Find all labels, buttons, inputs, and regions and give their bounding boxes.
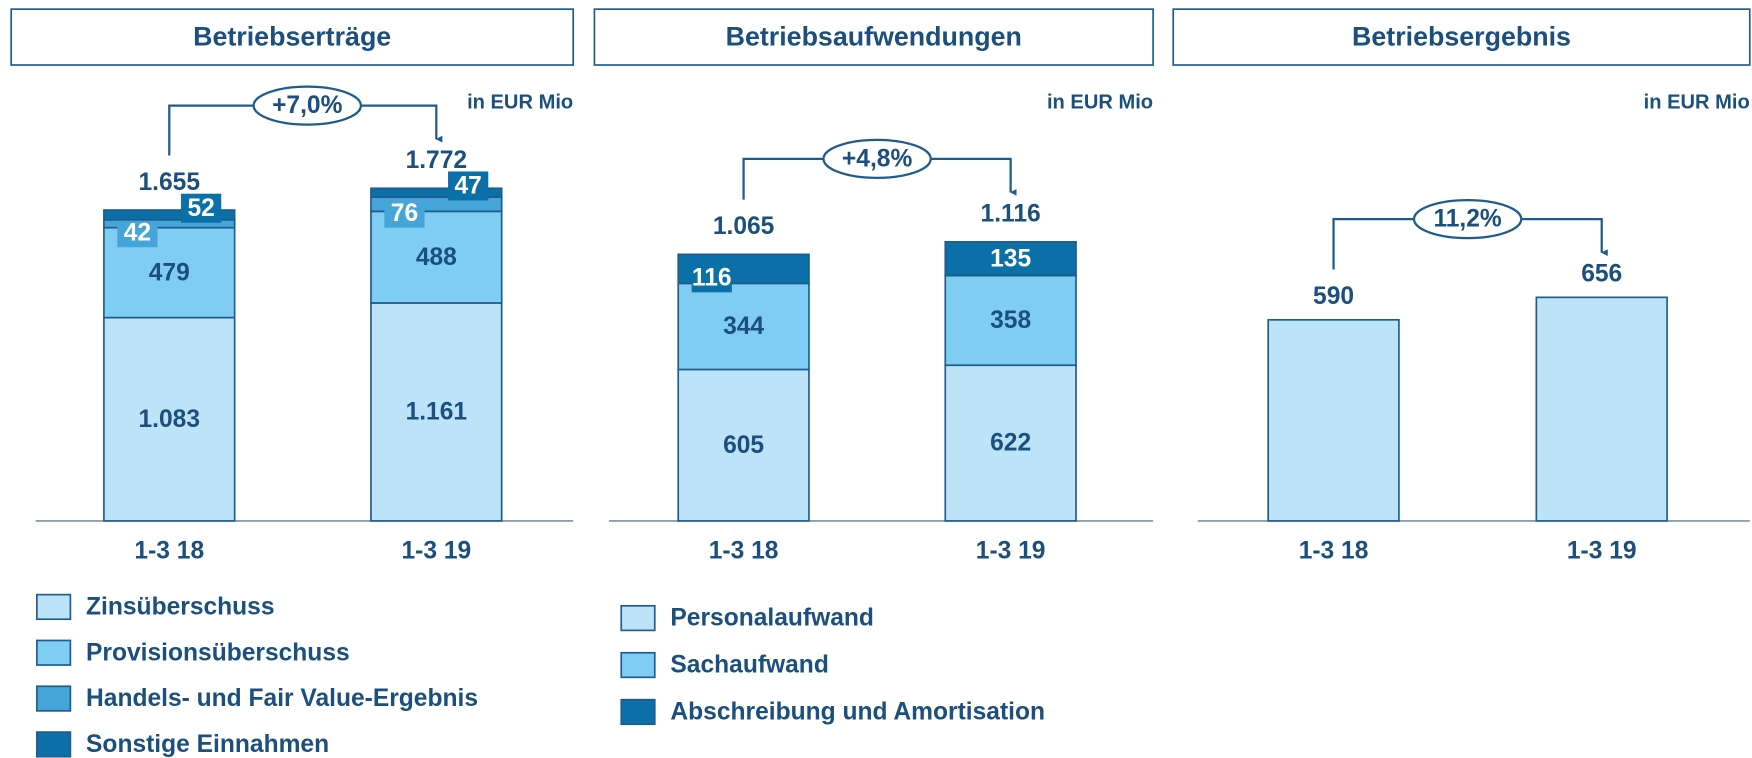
growth-badge [822,138,932,180]
bar-segment [370,302,503,522]
value-label: 344 [723,313,764,340]
value-label: 605 [723,432,764,459]
legend-label: Sonstige Einnahmen [86,731,329,758]
growth-label: +7,0% [272,92,343,119]
unit-label: in EUR Mio [467,91,573,113]
value-label: 116 [692,264,732,291]
value-label: 590 [1313,283,1354,310]
x-tick-label: 1-3 18 [134,538,204,565]
legend-label: Personalaufwand [670,605,874,632]
value-label: 52 [187,195,214,222]
value-label: 358 [990,307,1031,334]
x-tick-label: 1-3 19 [976,538,1046,565]
total-label: 1.772 [406,147,468,174]
value-label: 488 [416,244,457,271]
total-label: 1.116 [981,200,1041,227]
bar-segment [370,187,503,198]
legend-swatch [36,731,72,758]
label-box [691,263,732,293]
value-label: 76 [391,200,418,227]
legend-swatch [36,685,72,712]
panel-title: Betriebsaufwendungen [726,21,1022,51]
growth-label: +4,8% [842,146,913,173]
value-label: 1.161 [406,399,468,426]
x-tick-label: 1-3 18 [1299,538,1369,565]
value-label: 622 [990,430,1031,457]
x-tick-label: 1-3 19 [1567,538,1637,565]
bar [1535,296,1668,522]
value-label: 135 [990,245,1031,272]
legend-swatch [620,698,656,726]
panel-header [593,8,1154,66]
growth-label: 11,2% [1433,206,1501,233]
legend-swatch [620,604,656,632]
bar [1267,318,1400,522]
unit-label: in EUR Mio [1644,91,1750,113]
legend-label: Provisionsüberschuss [86,639,350,666]
value-label: 1.083 [139,406,201,433]
total-label: 1.655 [139,169,201,196]
growth-badge [252,85,363,126]
panel-title: Betriebserträge [193,21,391,51]
total-label: 1.065 [713,213,775,240]
bar-segment [103,316,236,522]
legend-swatch [620,651,656,679]
unit-label: in EUR Mio [1047,91,1153,113]
x-tick-label: 1-3 19 [401,538,471,565]
value-label: 656 [1581,260,1622,287]
label-box [448,171,489,201]
label-box [181,193,222,223]
label-box [117,218,158,248]
bar-segment [944,240,1077,277]
bar-segment [944,364,1077,522]
legend-swatch [36,639,72,666]
growth-badge [1412,199,1523,240]
value-label: 47 [454,173,481,200]
panel-header [10,8,575,66]
bar-segment [944,274,1077,367]
value-label: 479 [149,259,190,286]
label-box [384,198,425,228]
legend-label: Zinsüberschuss [86,594,275,621]
panel-header [1172,8,1751,66]
value-label: 42 [124,219,151,246]
legend-label: Sachaufwand [670,652,828,679]
legend-label: Abschreibung und Amortisation [670,699,1045,726]
panel-title: Betriebsergebnis [1352,21,1571,51]
x-tick-label: 1-3 18 [709,538,779,565]
legend-label: Handels- und Fair Value-Ergebnis [86,685,478,712]
bar-segment [677,368,810,522]
bar-segment [103,209,236,221]
legend-swatch [36,593,72,621]
